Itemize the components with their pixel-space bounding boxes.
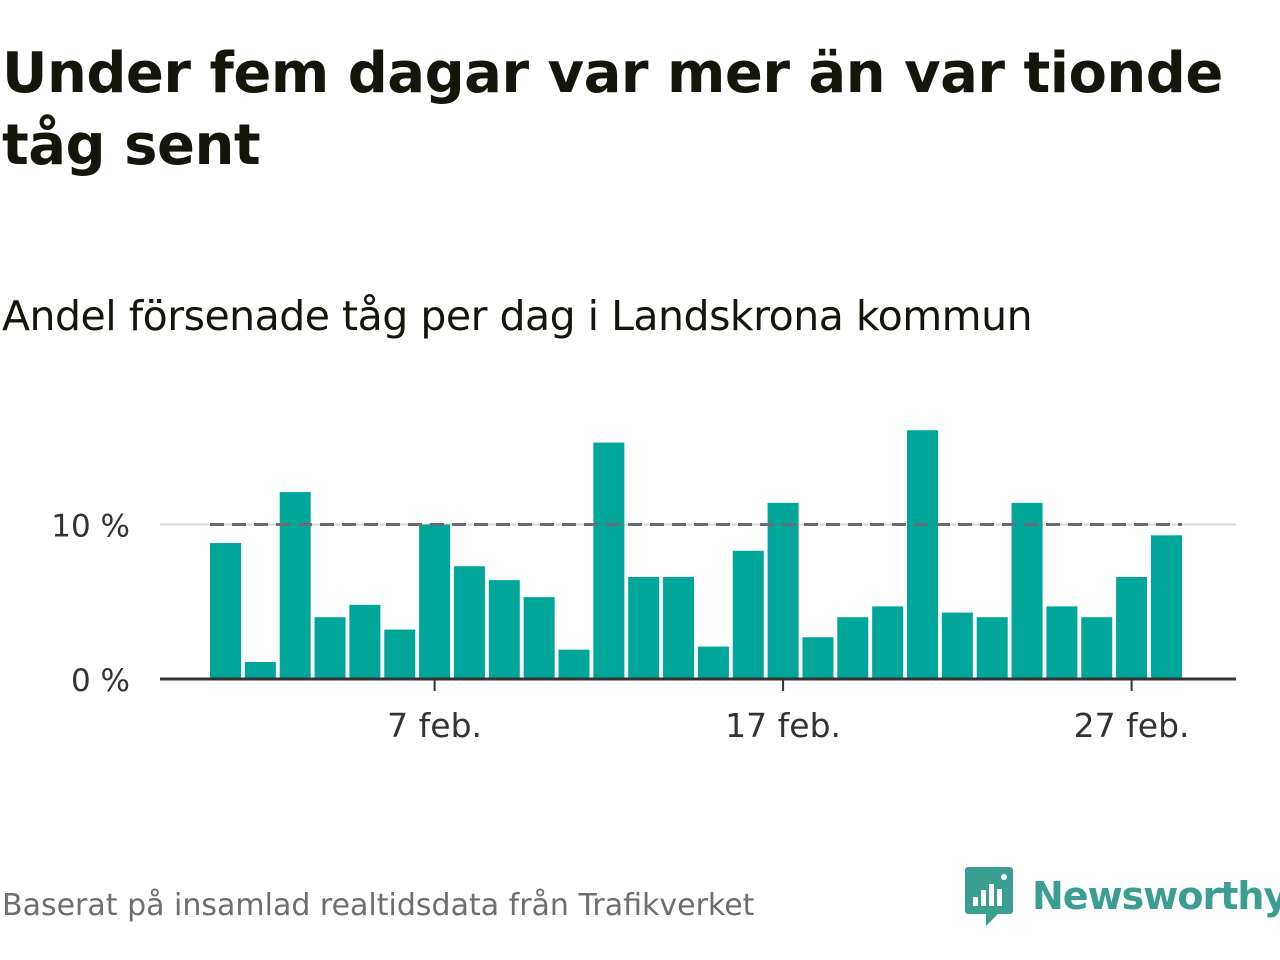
y-tick-label: 10 % (51, 509, 130, 545)
newsworthy-logo-icon (965, 867, 1013, 926)
bar (1116, 577, 1148, 679)
y-tick-label: 0 % (71, 663, 130, 699)
bar (628, 577, 660, 679)
bar (767, 502, 799, 679)
bar (453, 566, 485, 679)
bar (1081, 617, 1113, 679)
bar (244, 662, 276, 679)
bar (279, 492, 311, 679)
bar (314, 617, 346, 679)
x-tick-label: 7 feb. (387, 706, 482, 745)
bar (1011, 502, 1043, 679)
brand-logo: Newsworthy (964, 864, 1280, 928)
x-tick-label: 17 feb. (725, 706, 841, 745)
bar (488, 580, 520, 679)
bar (384, 629, 416, 679)
bar (558, 649, 590, 679)
bar (523, 597, 555, 679)
bar (872, 606, 904, 679)
bar (419, 524, 451, 679)
bar (976, 617, 1008, 679)
bar-chart: 0 % 10 % 7 feb. 17 feb. 27 feb. (51, 430, 1236, 745)
bar (907, 430, 938, 679)
bars-layer (210, 430, 1182, 679)
bar (210, 543, 241, 679)
bar (349, 604, 381, 679)
chart-subtitle: Andel försenade tåg per dag i Landskrona… (2, 292, 1033, 340)
source-note: Baserat på insamlad realtidsdata från Tr… (2, 888, 755, 923)
brand-name: Newsworthy (1032, 874, 1280, 918)
bar (1150, 535, 1182, 679)
axis-layer: 0 % 10 % 7 feb. 17 feb. 27 feb. (51, 509, 1236, 745)
bar (663, 577, 695, 679)
bar (837, 617, 869, 679)
bar (1046, 606, 1078, 679)
bar (732, 550, 764, 679)
chart-title: Under fem dagar var mer än var tionde tå… (2, 41, 1223, 178)
bar (941, 612, 973, 679)
bar (593, 442, 625, 679)
bar (802, 637, 834, 679)
x-tick-label: 27 feb. (1074, 706, 1190, 745)
bar (697, 646, 729, 679)
